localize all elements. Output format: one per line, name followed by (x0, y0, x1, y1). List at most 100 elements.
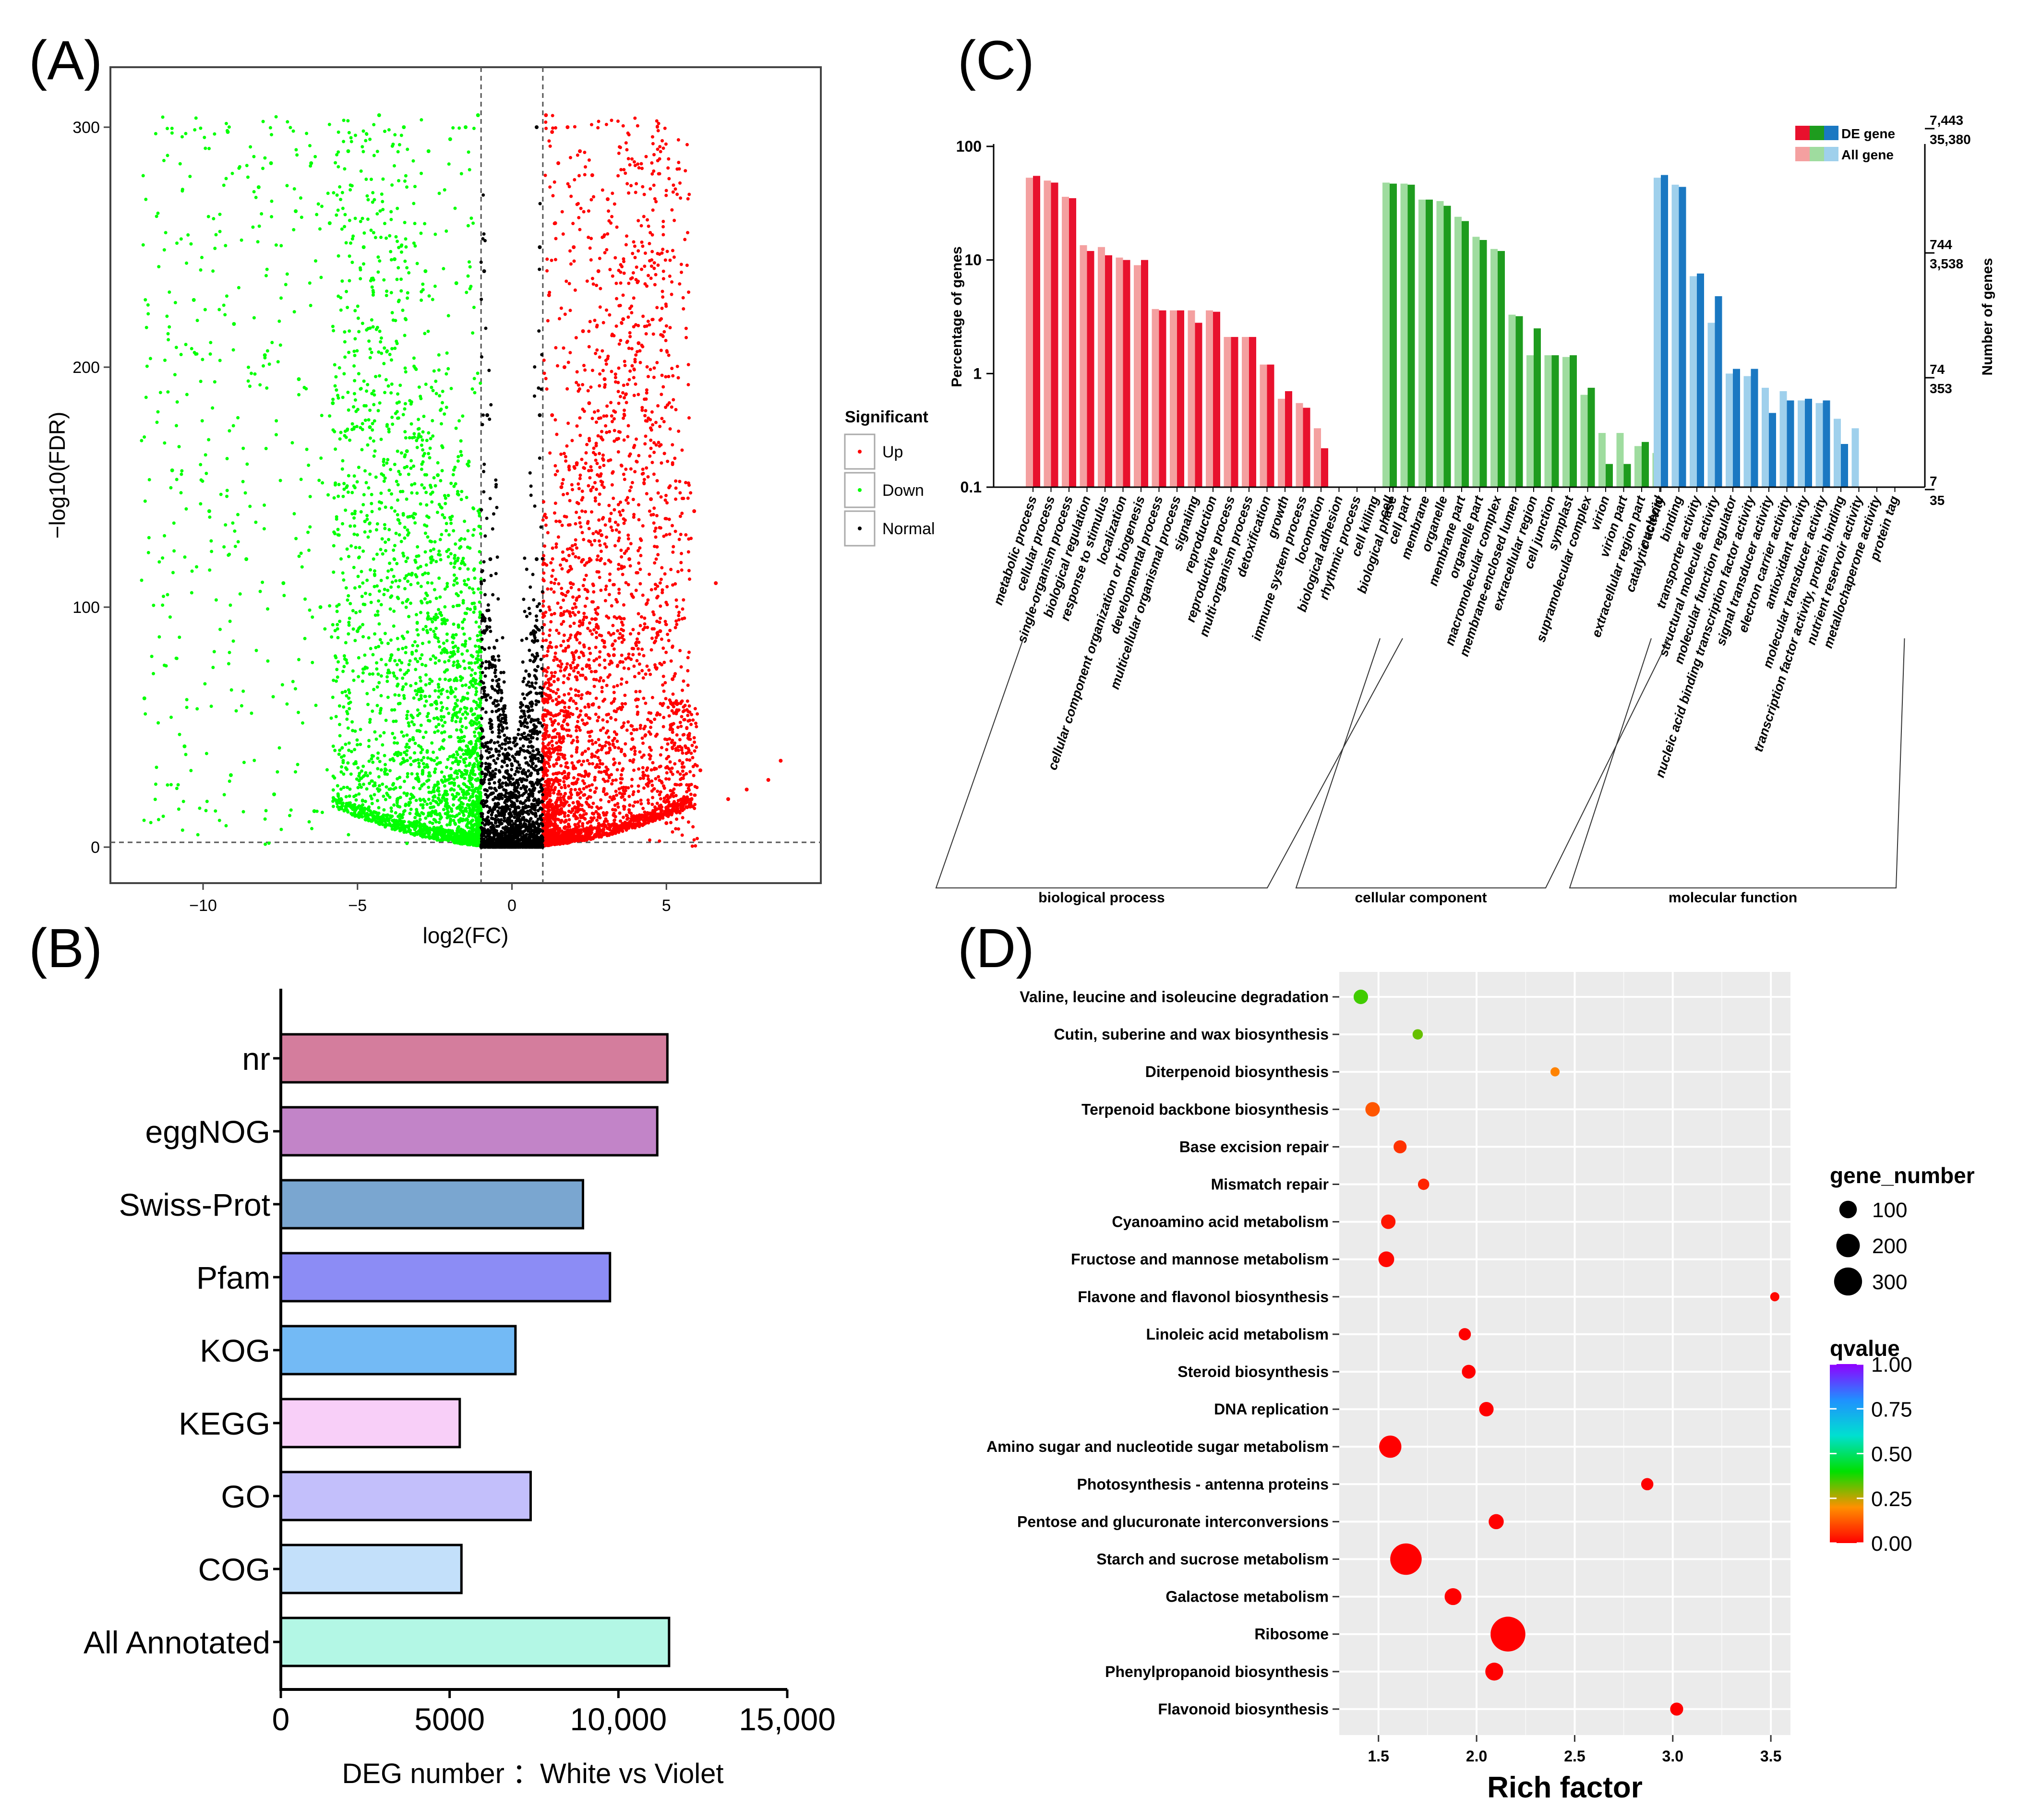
volcano-point (424, 730, 428, 734)
volcano-point (476, 816, 480, 820)
volcano-y-tick-label: 200 (72, 359, 100, 377)
volcano-point (342, 665, 346, 669)
volcano-point (347, 131, 351, 134)
volcano-point (348, 616, 351, 620)
volcano-point (378, 760, 382, 764)
volcano-point (279, 827, 283, 831)
volcano-point (665, 250, 669, 253)
volcano-point (686, 496, 690, 500)
volcano-point (581, 618, 585, 622)
volcano-point (379, 437, 383, 441)
volcano-point (590, 510, 594, 514)
volcano-point (412, 464, 416, 468)
volcano-point (411, 832, 415, 836)
volcano-point (451, 126, 455, 130)
volcano-point (463, 642, 467, 646)
volcano-point (590, 417, 594, 420)
volcano-point (372, 389, 376, 393)
volcano-point (463, 696, 467, 700)
volcano-point (371, 288, 375, 292)
volcano-point (422, 756, 426, 760)
volcano-point (405, 713, 409, 717)
volcano-point (394, 531, 398, 535)
volcano-point (173, 373, 177, 377)
volcano-point (401, 513, 405, 517)
volcano-point (377, 350, 381, 354)
volcano-y-tick-label: 100 (72, 599, 100, 617)
volcano-point (424, 383, 428, 386)
volcano-point (444, 522, 448, 526)
volcano-point (670, 405, 673, 409)
volcano-point (479, 795, 482, 799)
volcano-point (675, 364, 679, 368)
volcano-point (376, 270, 380, 274)
volcano-point (416, 566, 420, 570)
volcano-point (203, 135, 206, 139)
volcano-point (236, 513, 240, 516)
volcano-point (443, 188, 446, 192)
volcano-point (388, 769, 392, 773)
volcano-point (413, 512, 417, 516)
volcano-point (679, 665, 683, 669)
volcano-point (421, 762, 425, 766)
volcano-point (617, 591, 621, 595)
volcano-point (315, 213, 319, 216)
volcano-point (655, 802, 659, 805)
volcano-point (337, 603, 341, 607)
volcano-point (658, 425, 662, 429)
volcano-point (561, 493, 565, 497)
volcano-point (362, 493, 366, 497)
volcano-point (374, 528, 378, 532)
volcano-point (597, 715, 601, 719)
volcano-point (465, 290, 468, 294)
volcano-point (687, 416, 691, 420)
volcano-point (566, 638, 570, 642)
volcano-point (349, 750, 353, 754)
volcano-point (378, 329, 382, 333)
volcano-point (578, 521, 582, 525)
volcano-point (353, 805, 357, 809)
volcano-point (445, 351, 449, 355)
volcano-point (424, 816, 428, 820)
volcano-point (427, 790, 431, 794)
volcano-point (435, 716, 439, 720)
volcano-point (643, 616, 647, 620)
volcano-point (685, 335, 688, 339)
volcano-point (674, 486, 678, 490)
volcano-point (333, 532, 337, 536)
volcano-y-tick-label: 0 (91, 838, 100, 857)
volcano-point (395, 663, 399, 667)
volcano-point (379, 603, 383, 607)
volcano-point (403, 430, 407, 434)
volcano-point (452, 622, 456, 626)
volcano-point (456, 594, 460, 598)
volcano-point (470, 683, 474, 687)
volcano-point (245, 164, 249, 168)
volcano-point (361, 765, 365, 768)
volcano-point (366, 703, 370, 706)
volcano-point (390, 809, 394, 813)
volcano-point (247, 365, 251, 369)
volcano-point (267, 362, 271, 366)
volcano-point (274, 243, 278, 247)
volcano-point (383, 587, 386, 591)
volcano-point (439, 701, 443, 705)
volcano-point (453, 206, 457, 210)
volcano-point (291, 129, 295, 133)
volcano-point (687, 192, 691, 196)
volcano-point (673, 529, 677, 533)
volcano-point (617, 587, 621, 591)
volcano-point (681, 751, 685, 755)
volcano-point (360, 570, 363, 574)
volcano-point (571, 739, 575, 742)
volcano-point (229, 688, 233, 692)
volcano-point (445, 618, 449, 622)
volcano-point (144, 325, 148, 329)
volcano-point (409, 573, 413, 577)
volcano-point (604, 584, 608, 588)
volcano-point (423, 694, 427, 698)
volcano-point (155, 420, 159, 424)
volcano-point (352, 532, 356, 536)
volcano-point (454, 482, 457, 486)
volcano-point (357, 466, 360, 469)
